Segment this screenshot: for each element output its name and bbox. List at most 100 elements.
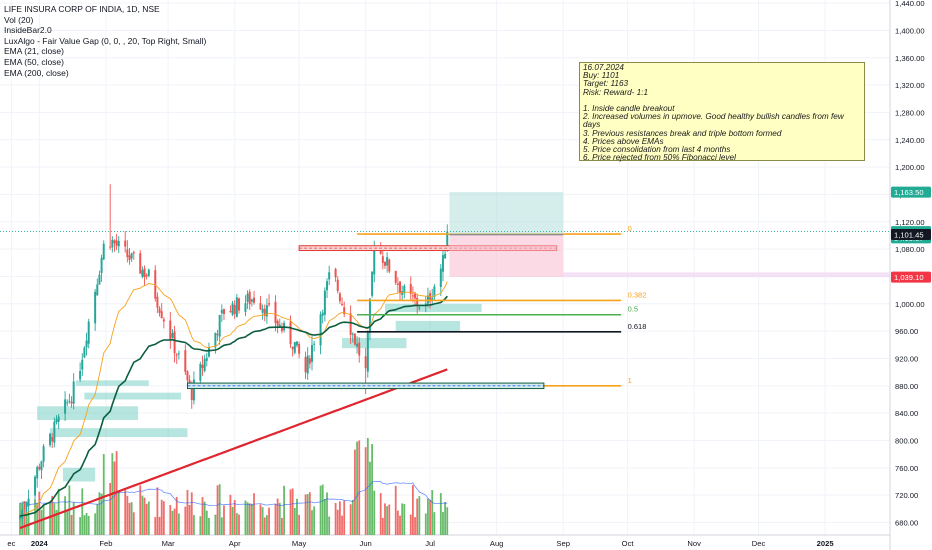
candle-body [341,303,344,305]
price-tick-label: 880.00 [895,382,918,391]
volume-bar [139,485,142,535]
volume-bar [147,501,150,535]
candle-body [351,333,354,335]
price-tick-label: 680.00 [895,519,918,528]
note-point: 6. Price rejected from 50% Fibonacci lev… [583,153,736,163]
candle-body [113,240,116,244]
volume-bar [160,499,163,535]
candle-body [203,359,206,372]
volume-bar [306,494,309,535]
candle-body [79,371,82,380]
candle-body [338,293,341,302]
fib-label: 1 [628,376,632,385]
candle-body [295,341,298,346]
candle-body [207,347,210,357]
volume-bar [229,494,232,535]
time-tick-label: Dec [752,539,766,548]
candle-body [158,308,161,313]
volume-bar [427,498,429,535]
volume-bar [66,510,69,535]
fvg-zone [37,406,139,420]
volume-bar [85,513,88,535]
volume-bar [308,492,311,535]
candle-body [356,343,359,347]
candle-body [424,303,427,306]
volume-bar [216,485,219,535]
volume-bar [416,498,419,535]
candle-body [306,355,309,374]
volume-bar [199,516,202,535]
indicator-fvg[interactable]: LuxAlgo - Fair Value Gap (0, 0, , 20, To… [4,35,207,46]
indicator-ema200[interactable]: EMA (200, close) [4,67,69,78]
candle-body [188,380,191,383]
volume-bar [64,496,66,535]
indicator-ema50[interactable]: EMA (50, close) [4,56,64,67]
candle-body [83,347,86,358]
candle-body [85,340,88,348]
volume-bar [388,504,391,535]
time-tick-label: Sep [556,539,570,548]
volume-bar [386,506,389,535]
candle-body [399,281,402,293]
candle-body [323,290,326,315]
candle-body [319,314,322,346]
candle-body [366,331,369,372]
candle-body [139,253,142,274]
candle-body [368,298,371,333]
note-point: 5. Price consolidation from last 4 month… [583,145,731,155]
volume-bar [371,444,374,535]
volume-bar [171,510,174,535]
candle-body [175,354,178,356]
candle-body [383,262,386,266]
candle-body [371,271,374,296]
candle-body [373,248,376,275]
volume-bar [145,503,148,535]
candle-body [141,270,144,277]
volume-bar [214,514,217,535]
fvg-zone [84,392,182,400]
candle-body [218,314,221,337]
fib-label: 0.382 [628,290,647,299]
volume-bar [205,510,208,535]
candle-body [414,293,417,299]
volume-bar [394,485,397,535]
indicator-ema21[interactable]: EMA (21, close) [4,46,64,57]
candle-body [381,256,384,263]
volume-bar [401,503,404,535]
volume-bar [379,493,382,535]
candle-body [169,320,172,340]
note-point: 2. Increased volumes in upmove. Good hea… [583,112,844,130]
volume-bar [117,491,120,535]
fib-label: 0 [628,224,632,233]
note-target: Target: 1163 [583,79,629,89]
candle-body [38,466,41,470]
candle-body [190,385,193,400]
price-tag-label: 1,101.45 [894,230,924,239]
candle-body [248,291,251,305]
candle-body [321,312,324,316]
volume-ma-line [19,480,448,506]
candle-body [171,332,174,338]
candle-body [205,357,208,361]
symbol-title[interactable]: LIFE INSURA CORP OF INDIA, 1D, NSE [4,4,160,14]
price-tick-label: 1,360.00 [895,54,925,63]
fvg-zone [75,380,149,386]
volume-bar [319,485,322,535]
price-tick-label: 1,320.00 [895,81,925,90]
fvg-zone [50,428,188,438]
indicator-vol[interactable]: Vol (20) [4,14,34,25]
candle-body [343,307,346,315]
candle-body [34,476,37,496]
volume-bar [132,512,135,535]
trade-note[interactable]: 16.07.2024 Buy: 1101 Target: 1163 Risk: … [579,62,865,163]
candle-body [246,293,249,302]
price-tag-bg [891,228,931,240]
volume-bar [334,503,337,535]
candle-body [115,240,118,246]
candle-body [244,303,247,312]
volume-bar [263,517,266,535]
indicator-insidebar[interactable]: InsideBar2.0 [4,25,52,36]
volume-bar [81,488,84,535]
candle-body [416,297,419,306]
